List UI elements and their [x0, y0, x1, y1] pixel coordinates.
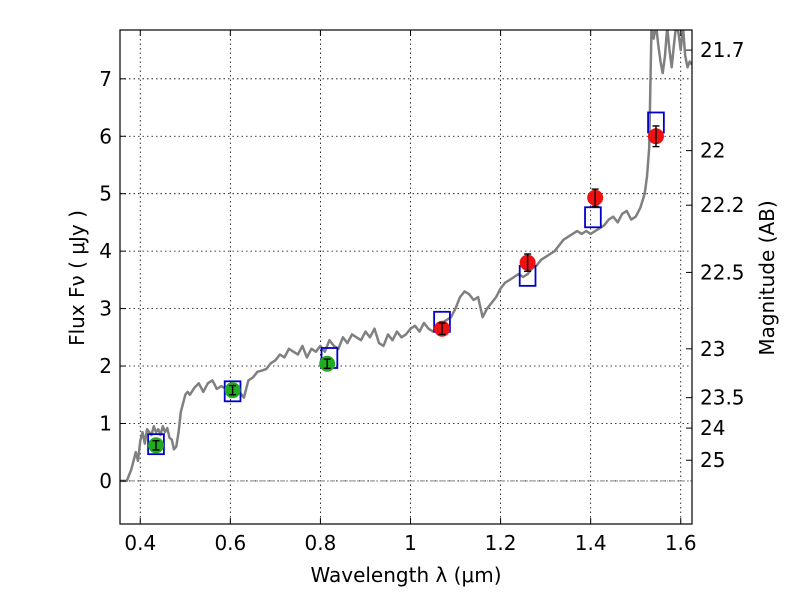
y-tick-label: 1	[99, 411, 112, 435]
right-tick-label: 22	[700, 139, 725, 163]
y-tick-label: 7	[99, 67, 112, 91]
right-tick-label: 21.7	[700, 38, 745, 62]
x-tick-labels: 0.4 0.6 0.8 1 1.2 1.4 1.6	[124, 531, 696, 555]
y-tick-labels: 0 1 2 3 4 5 6 7	[99, 67, 112, 493]
y-tick-label: 4	[99, 239, 112, 263]
right-axis-label: Magnitude (AB)	[755, 200, 779, 355]
y-tick-label: 2	[99, 354, 112, 378]
grid-lines	[120, 30, 692, 524]
x-tick-label: 0.6	[214, 531, 246, 555]
y-tick-label: 3	[99, 297, 112, 321]
right-tick-label: 25	[700, 448, 725, 472]
right-tick-label: 22.2	[700, 193, 745, 217]
y-tick-label: 0	[99, 469, 112, 493]
x-tick-label: 0.4	[124, 531, 156, 555]
right-tick-label: 23.5	[700, 386, 745, 410]
right-tick-label: 22.5	[700, 260, 745, 284]
right-tick-labels: 21.7 22 22.2 22.5 23 23.5 24 25	[700, 38, 745, 472]
sed-model-line	[120, 30, 692, 483]
model-band-box	[584, 206, 602, 229]
plot-frame	[119, 29, 693, 525]
x-tick-label: 1	[404, 531, 417, 555]
x-axis-label: Wavelength λ (μm)	[310, 563, 501, 587]
x-tick-label: 1.6	[665, 531, 697, 555]
right-tick-label: 23	[700, 337, 725, 361]
x-tick-label: 1.4	[575, 531, 607, 555]
x-tick-label: 0.8	[305, 531, 337, 555]
observed-points	[148, 125, 664, 454]
sed-model-curve	[120, 30, 692, 483]
y-axis-label: Flux Fν ( μJy )	[65, 210, 89, 346]
y-tick-label: 6	[99, 124, 112, 148]
x-tick-label: 1.2	[485, 531, 517, 555]
right-tick-label: 24	[700, 416, 725, 440]
y-tick-label: 5	[99, 182, 112, 206]
axis-ticks	[120, 30, 692, 524]
model-band-boxes	[147, 111, 665, 456]
